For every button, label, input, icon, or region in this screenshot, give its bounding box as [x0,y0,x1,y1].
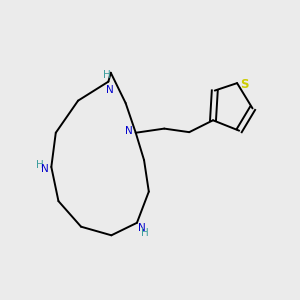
Text: H: H [141,228,149,238]
Text: N: N [41,164,49,174]
Text: H: H [36,160,44,170]
Text: N: N [125,126,133,136]
Text: N: N [137,224,145,233]
Text: N: N [106,85,114,94]
Text: S: S [240,78,249,91]
Text: H: H [103,70,111,80]
